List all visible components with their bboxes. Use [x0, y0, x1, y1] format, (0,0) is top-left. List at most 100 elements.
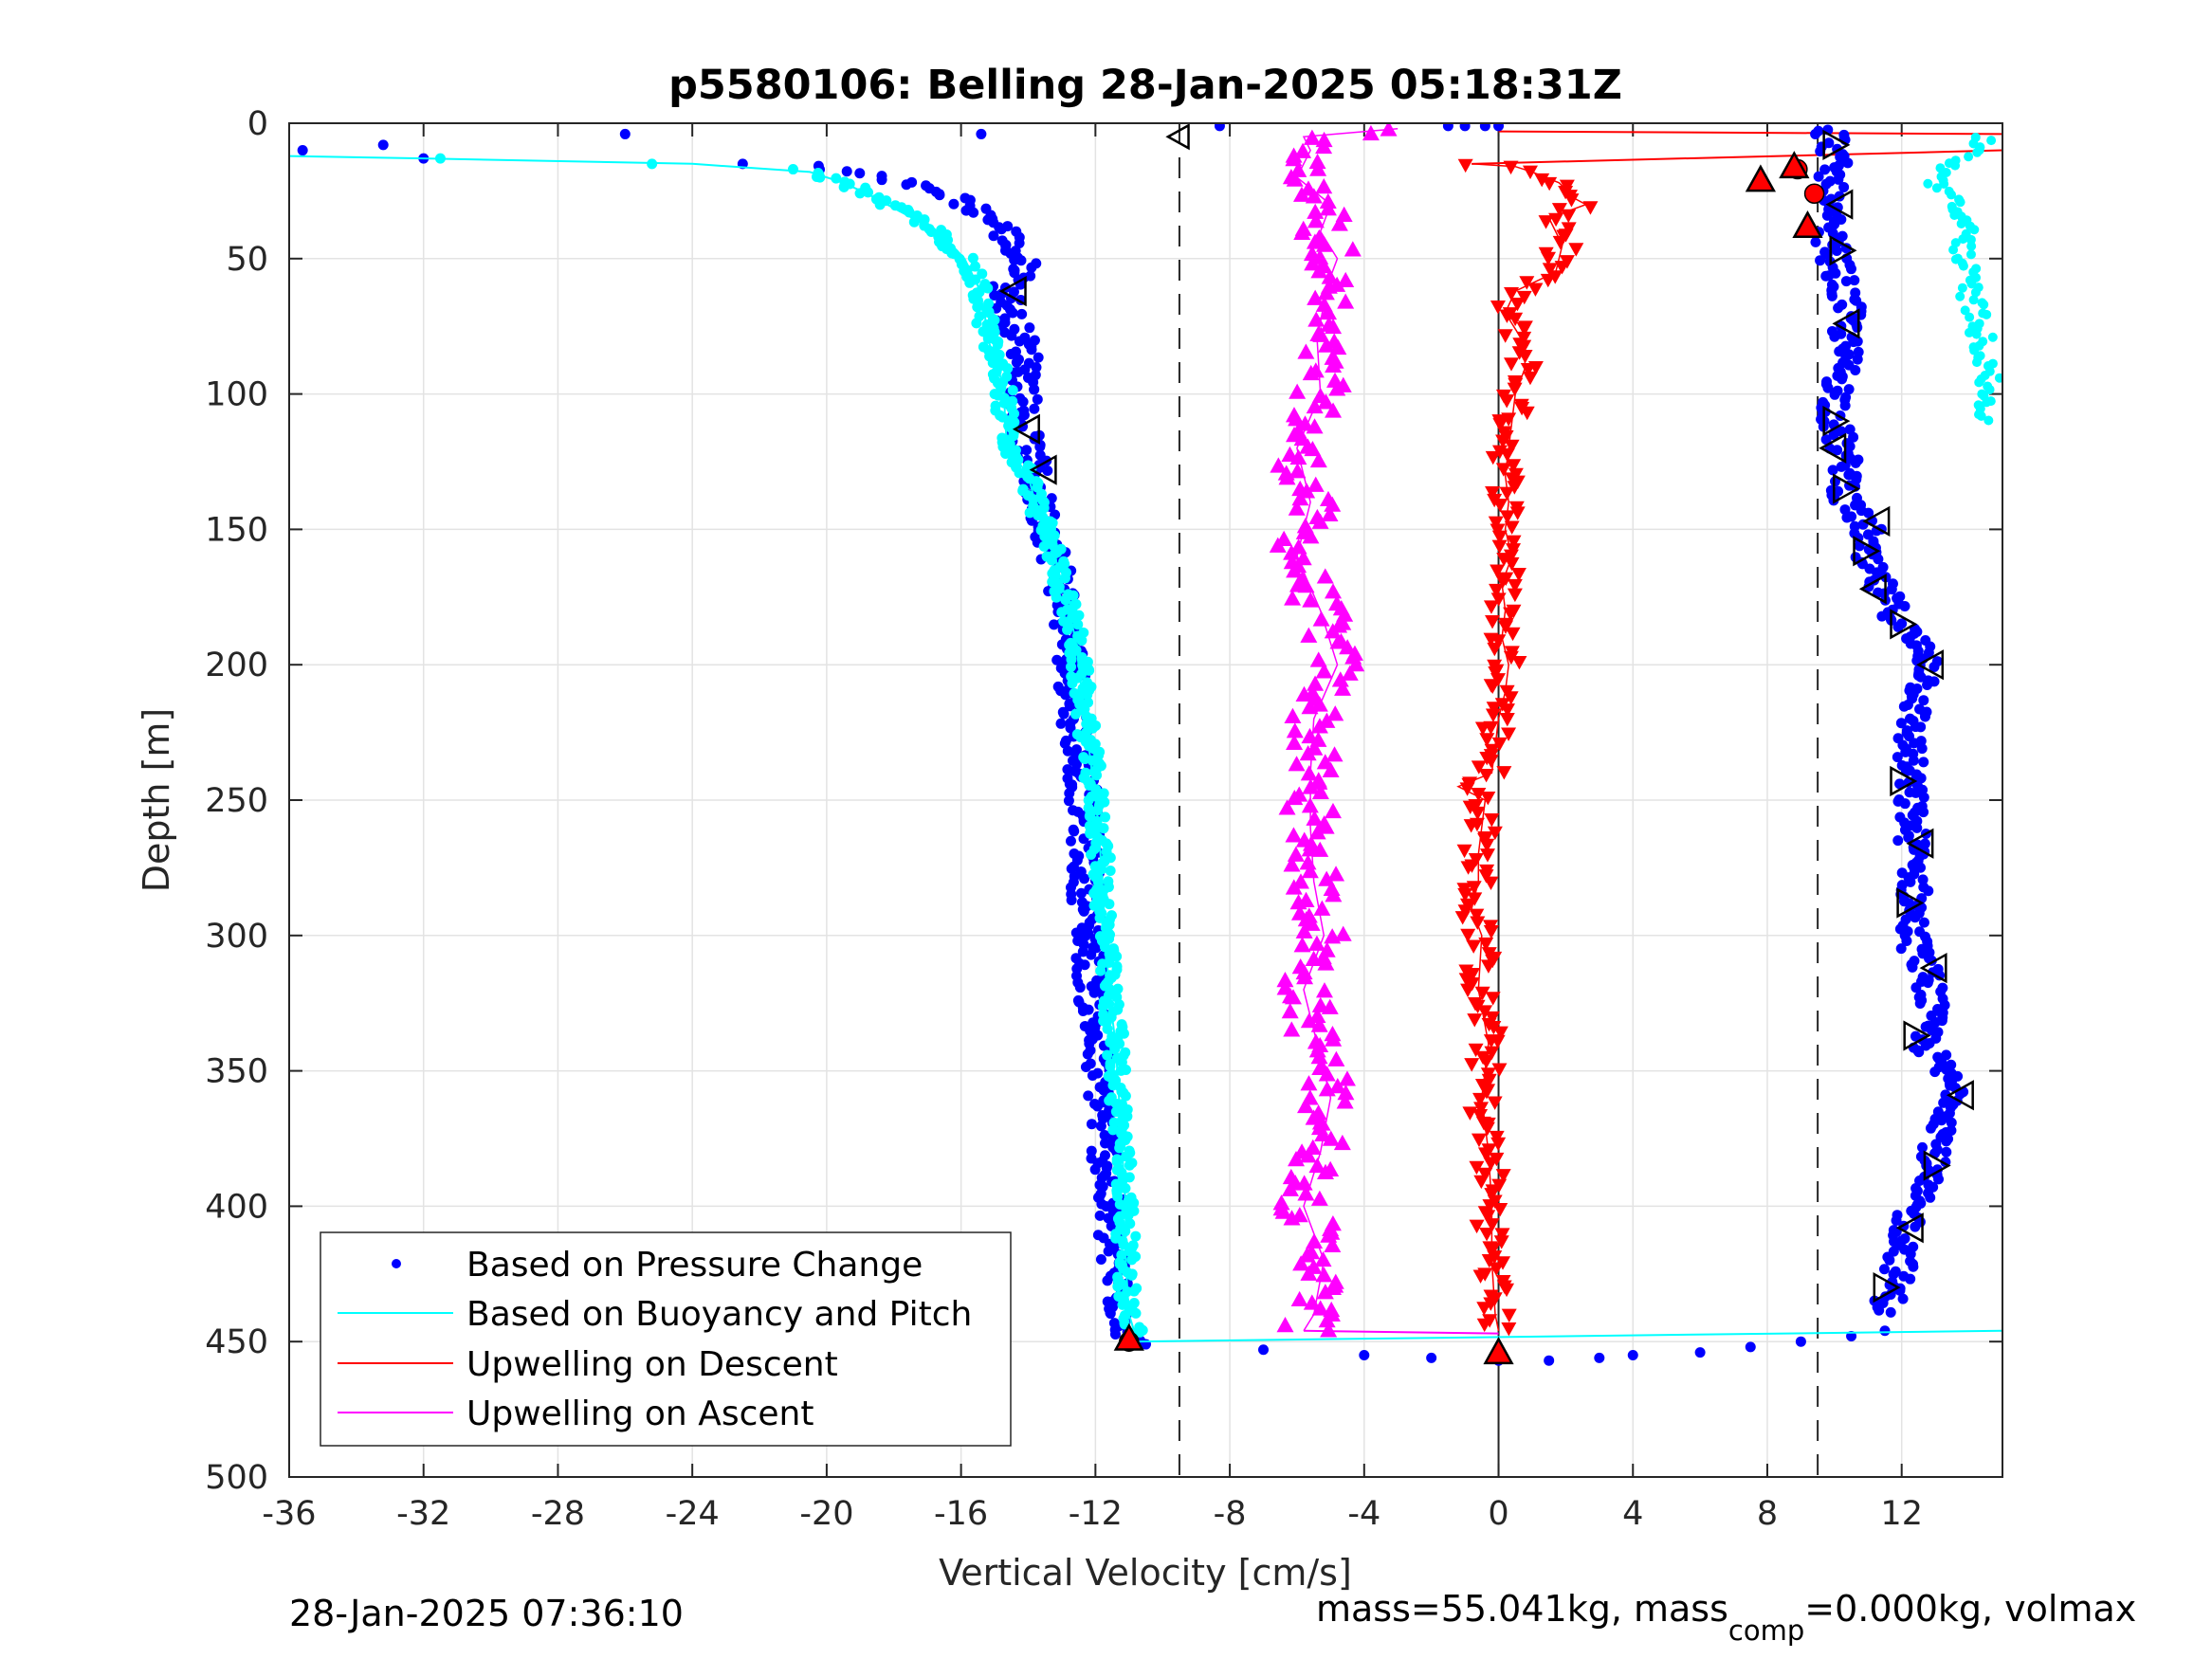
pressure-descent-point [901, 179, 912, 191]
ascent-upwelling-marker [1319, 200, 1337, 216]
pressure-ascent-point [1874, 1304, 1885, 1316]
x-tick-label: 4 [1622, 1495, 1643, 1533]
pressure-ascent-point [1923, 885, 1934, 897]
pressure-bottom-point [1594, 1352, 1605, 1363]
y-tick-label: 200 [205, 647, 268, 684]
descent-upwelling-marker [1483, 924, 1499, 939]
buoyancy-descent-point [1070, 708, 1082, 720]
buoyancy-descent-point [982, 283, 994, 294]
descent-upwelling-marker [1519, 276, 1535, 290]
ascent-upwelling-marker [1300, 627, 1318, 643]
descent-upwelling-marker [1492, 1203, 1508, 1217]
descent-upwelling-marker [1508, 312, 1524, 327]
pressure-surface-point [1493, 123, 1505, 132]
descent-upwelling-marker [1491, 737, 1508, 752]
buoyancy-bottom-line [1128, 1329, 2002, 1343]
open-triangle-ascent-marker [1858, 574, 1887, 605]
descent-upwelling-marker [1483, 876, 1499, 891]
pressure-ascent-point [1911, 822, 1923, 833]
ascent-upwelling-marker [1315, 663, 1333, 679]
descent-upwelling-marker [1499, 1283, 1515, 1298]
ascent-upwelling-marker [1327, 1050, 1345, 1066]
pressure-ascent-point [1836, 461, 1847, 472]
x-tick-label: 0 [1488, 1495, 1508, 1533]
ascent-upwelling-marker [1337, 271, 1355, 288]
descent-upwelling-marker [1496, 553, 1512, 567]
descent-upwelling-marker [1504, 286, 1520, 301]
ascent-upwelling-marker [1300, 765, 1318, 781]
buoyancy-descent-point [831, 173, 842, 184]
ascent-upwelling-marker [1293, 937, 1311, 953]
open-triangle-descent-marker [1029, 454, 1057, 485]
buoyancy-ascent-point [1976, 410, 1986, 421]
buoyancy-ascent-point [1966, 241, 1977, 251]
buoyancy-descent-point [1100, 811, 1111, 823]
ascent-upwelling-marker [1303, 1294, 1321, 1310]
ascent-upwelling-marker [1306, 397, 1324, 414]
buoyancy-descent-point [970, 261, 981, 272]
buoyancy-descent-point [1102, 1023, 1113, 1034]
descent-upwelling-marker [1496, 766, 1512, 780]
ascent-upwelling-marker [1334, 680, 1352, 696]
ascent-upwelling-marker [1302, 778, 1320, 794]
pressure-descent-point [1017, 396, 1029, 408]
ascent-upwelling-marker [1310, 718, 1328, 734]
buoyancy-ascent-point [1969, 225, 1980, 235]
pressure-ascent-point [1903, 831, 1914, 843]
pressure-descent-point [1064, 788, 1075, 799]
red-triangle-marker [1113, 1322, 1144, 1351]
ascent-upwelling-marker [1315, 982, 1333, 998]
descent-upwelling-marker [1520, 363, 1536, 377]
pressure-ascent-point [1936, 1115, 1947, 1126]
pressure-descent-point [1080, 1062, 1091, 1073]
buoyancy-ascent-point [1994, 373, 2002, 383]
ascent-upwelling-marker [1307, 675, 1325, 691]
buoyancy-descent-point [1126, 1269, 1138, 1281]
buoyancy-descent-point [1115, 1065, 1126, 1076]
footer-mass-sub: comp [1728, 1614, 1804, 1647]
buoyancy-descent-point [1038, 540, 1050, 552]
ascent-upwelling-marker [1284, 989, 1302, 1005]
ascent-upwelling-marker [1312, 611, 1330, 627]
descent-upwelling-marker [1503, 160, 1519, 175]
pressure-ascent-point [1885, 1306, 1896, 1318]
ascent-upwelling-marker [1318, 1066, 1336, 1082]
descent-upwelling-marker [1552, 235, 1568, 250]
ascent-upwelling-marker [1270, 457, 1288, 473]
descent-upwelling-marker [1487, 1096, 1503, 1110]
pressure-ascent-point [1920, 1040, 1931, 1051]
buoyancy-ascent-point [1972, 357, 1983, 368]
ascent-upwelling-marker [1286, 171, 1304, 187]
ascent-upwelling-marker [1324, 623, 1342, 639]
pressure-descent-point [1074, 982, 1086, 994]
descent-upwelling-marker [1460, 928, 1476, 943]
descent-upwelling-marker [1503, 607, 1519, 622]
ascent-upwelling-marker [1309, 160, 1327, 176]
buoyancy-descent-point [1096, 864, 1107, 875]
pressure-ascent-point [1919, 838, 1930, 849]
pressure-surface-point [1214, 123, 1225, 132]
ascent-upwelling-marker [1318, 1081, 1336, 1097]
pressure-ascent-point [1815, 255, 1826, 266]
ascent-upwelling-marker [1274, 1203, 1292, 1219]
legend-swatch-pressure [392, 1259, 401, 1268]
pressure-surface-point [1459, 123, 1471, 132]
descent-upwelling-marker [1485, 992, 1501, 1006]
pressure-ascent-point [1933, 1174, 1945, 1185]
ascent-upwelling-marker [1325, 318, 1343, 335]
ascent-upwelling-marker [1324, 928, 1342, 944]
descent-upwelling-marker [1480, 791, 1496, 806]
buoyancy-descent-point [1112, 1281, 1124, 1292]
ascent-upwelling-marker [1307, 311, 1325, 327]
descent-upwelling-marker [1469, 1160, 1485, 1176]
open-triangle-ascent-marker [1822, 406, 1851, 437]
ascent-upwelling-marker [1302, 364, 1320, 381]
descent-upwelling-marker [1506, 459, 1522, 473]
buoyancy-descent-point [1123, 1210, 1134, 1221]
descent-upwelling-marker [1542, 176, 1558, 191]
pressure-ascent-point [1884, 1254, 1895, 1266]
ascent-upwelling-marker [1294, 142, 1312, 158]
pressure-ascent-point [1925, 1122, 1936, 1134]
ascent-upwelling-marker [1317, 393, 1335, 410]
pressure-descent-point [1095, 1254, 1106, 1266]
